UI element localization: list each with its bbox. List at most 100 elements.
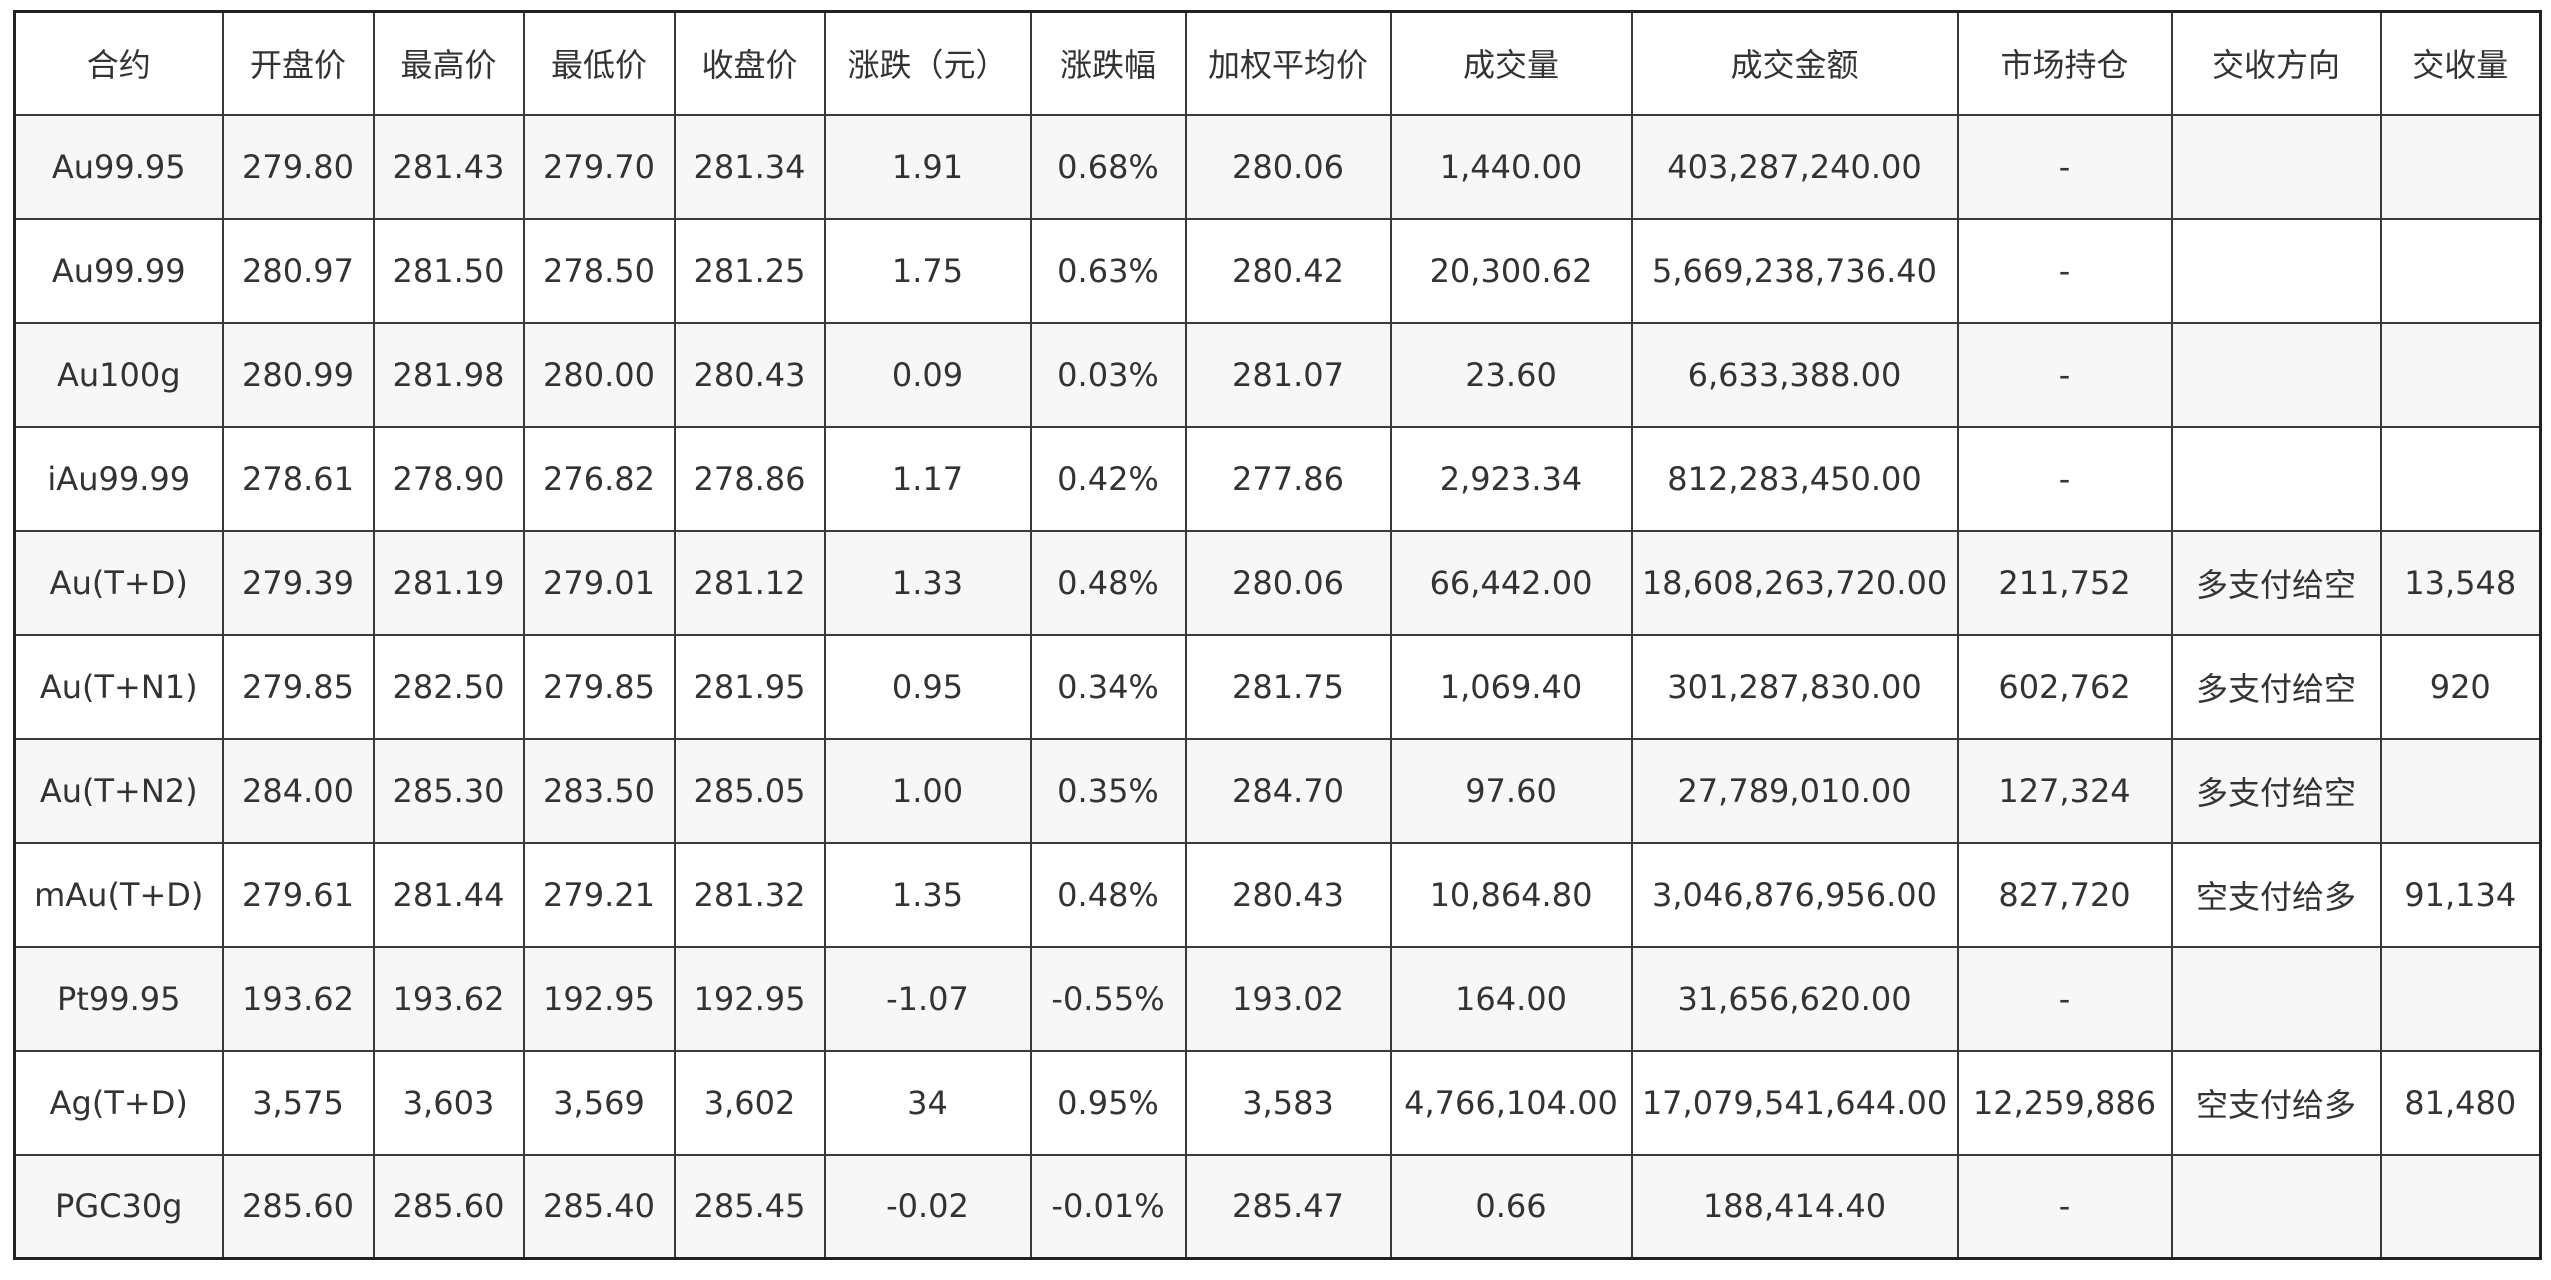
cell-contract: Au99.95 [13,113,224,220]
header-change-pct: 涨跌幅 [1029,10,1187,116]
cell-open-interest: - [1956,945,2173,1052]
cell-high-price: 281.19 [372,529,525,636]
cell-low-price: 283.50 [522,737,676,844]
cell-delivery-volume: 920 [2379,633,2542,740]
cell-weighted-avg: 280.06 [1184,113,1392,220]
cell-delivery-direction: 空支付给多 [2170,1049,2382,1156]
cell-turnover: 5,669,238,736.40 [1630,217,1959,324]
cell-turnover: 31,656,620.00 [1630,945,1959,1052]
table-row: iAu99.99 278.61 278.90 276.82 278.86 1.17 0.42… [13,425,2542,532]
cell-volume: 4,766,104.00 [1389,1049,1633,1156]
cell-close-price: 281.95 [673,633,826,740]
cell-turnover: 18,608,263,720.00 [1630,529,1959,636]
cell-contract: Au(T+N2) [13,737,224,844]
cell-low-price: 276.82 [522,425,676,532]
cell-delivery-direction [2170,113,2382,220]
cell-close-price: 281.32 [673,841,826,948]
header-low-price: 最低价 [522,10,676,116]
cell-change-pct: 0.68% [1029,113,1187,220]
cell-open-interest: - [1956,321,2173,428]
cell-close-price: 278.86 [673,425,826,532]
cell-change-pct: 0.42% [1029,425,1187,532]
cell-delivery-direction: 空支付给多 [2170,841,2382,948]
cell-delivery-volume: 13,548 [2379,529,2542,636]
cell-turnover: 403,287,240.00 [1630,113,1959,220]
cell-open-price: 280.99 [221,321,375,428]
cell-weighted-avg: 285.47 [1184,1153,1392,1260]
cell-volume: 2,923.34 [1389,425,1633,532]
cell-low-price: 280.00 [522,321,676,428]
cell-open-price: 285.60 [221,1153,375,1260]
header-turnover: 成交金额 [1630,10,1959,116]
cell-close-price: 3,602 [673,1049,826,1156]
cell-high-price: 3,603 [372,1049,525,1156]
table-row: Au(T+D) 279.39 281.19 279.01 281.12 1.33 0.48%… [13,529,2542,636]
cell-change: 1.17 [823,425,1032,532]
cell-turnover: 17,079,541,644.00 [1630,1049,1959,1156]
cell-change: -1.07 [823,945,1032,1052]
cell-low-price: 279.70 [522,113,676,220]
cell-open-interest: - [1956,113,2173,220]
cell-change-pct: 0.35% [1029,737,1187,844]
cell-high-price: 281.50 [372,217,525,324]
table-row: Au(T+N2) 284.00 285.30 283.50 285.05 1.00 0.35… [13,737,2542,844]
cell-high-price: 285.30 [372,737,525,844]
header-volume: 成交量 [1389,10,1633,116]
cell-contract: Au100g [13,321,224,428]
cell-delivery-direction [2170,425,2382,532]
table-row: PGC30g 285.60 285.60 285.40 285.45 -0.02 -0.01… [13,1153,2542,1260]
table-row: Au99.95 279.80 281.43 279.70 281.34 1.91 0.68%… [13,113,2542,220]
cell-high-price: 278.90 [372,425,525,532]
cell-open-price: 279.61 [221,841,375,948]
table-row: Pt99.95 193.62 193.62 192.95 192.95 -1.07 -0.5… [13,945,2542,1052]
table-row: Au100g 280.99 281.98 280.00 280.43 0.09 0.03% 2… [13,321,2542,428]
cell-delivery-direction: 多支付给空 [2170,529,2382,636]
cell-contract: Pt99.95 [13,945,224,1052]
cell-weighted-avg: 277.86 [1184,425,1392,532]
cell-delivery-direction [2170,217,2382,324]
cell-delivery-direction [2170,321,2382,428]
cell-change: 0.95 [823,633,1032,740]
quote-table: 合约 开盘价 最高价 最低价 收盘价 涨跌（元） 涨跌幅 加权平均价 成交量 成… [13,10,2542,1260]
cell-open-price: 279.80 [221,113,375,220]
cell-turnover: 27,789,010.00 [1630,737,1959,844]
cell-open-interest: 827,720 [1956,841,2173,948]
cell-close-price: 281.25 [673,217,826,324]
cell-volume: 0.66 [1389,1153,1633,1260]
cell-low-price: 279.85 [522,633,676,740]
header-delivery-volume: 交收量 [2379,10,2542,116]
header-open-interest: 市场持仓 [1956,10,2173,116]
cell-high-price: 285.60 [372,1153,525,1260]
cell-change-pct: 0.48% [1029,529,1187,636]
cell-open-price: 279.39 [221,529,375,636]
cell-open-interest: - [1956,1153,2173,1260]
quote-table-container: 合约 开盘价 最高价 最低价 收盘价 涨跌（元） 涨跌幅 加权平均价 成交量 成… [13,10,2542,1260]
cell-delivery-direction [2170,1153,2382,1260]
cell-delivery-volume: 91,134 [2379,841,2542,948]
cell-turnover: 812,283,450.00 [1630,425,1959,532]
cell-close-price: 192.95 [673,945,826,1052]
table-header-row: 合约 开盘价 最高价 最低价 收盘价 涨跌（元） 涨跌幅 加权平均价 成交量 成… [13,10,2542,116]
cell-volume: 66,442.00 [1389,529,1633,636]
cell-open-interest: 211,752 [1956,529,2173,636]
cell-contract: Ag(T+D) [13,1049,224,1156]
cell-change-pct: -0.01% [1029,1153,1187,1260]
cell-high-price: 282.50 [372,633,525,740]
cell-delivery-volume [2379,425,2542,532]
cell-low-price: 192.95 [522,945,676,1052]
cell-contract: iAu99.99 [13,425,224,532]
cell-delivery-volume [2379,945,2542,1052]
header-change: 涨跌（元） [823,10,1032,116]
cell-volume: 23.60 [1389,321,1633,428]
cell-open-interest: 12,259,886 [1956,1049,2173,1156]
cell-low-price: 285.40 [522,1153,676,1260]
cell-delivery-volume [2379,321,2542,428]
cell-change-pct: 0.95% [1029,1049,1187,1156]
cell-delivery-volume [2379,737,2542,844]
header-delivery-direction: 交收方向 [2170,10,2382,116]
cell-delivery-volume [2379,217,2542,324]
header-high-price: 最高价 [372,10,525,116]
cell-volume: 20,300.62 [1389,217,1633,324]
cell-change: 34 [823,1049,1032,1156]
header-close-price: 收盘价 [673,10,826,116]
